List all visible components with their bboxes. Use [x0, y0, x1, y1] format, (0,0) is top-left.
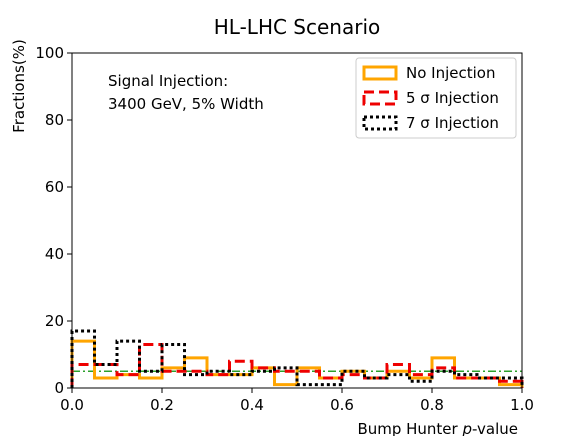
x-tick-label: 0.8: [420, 396, 444, 414]
series-step-3: [70, 329, 524, 388]
series-step-2: [70, 342, 524, 388]
chart-title: HL-LHC Scenario: [214, 15, 381, 39]
annotation-line-2: 3400 GeV, 5% Width: [108, 95, 264, 113]
y-tick-label: 20: [45, 312, 64, 330]
x-tick-label: 0.6: [330, 396, 354, 414]
series-step-1: [70, 339, 524, 388]
x-tick-label: 0.2: [150, 396, 174, 414]
x-axis-label: Bump Hunter p-value: [357, 420, 518, 436]
y-tick-label: 80: [45, 111, 64, 129]
y-tick-label: 60: [45, 178, 64, 196]
legend-label: 7 σ Injection: [406, 114, 499, 132]
legend-swatch: [362, 65, 398, 81]
x-axis-label-suffix: -value: [472, 420, 518, 436]
legend-swatch: [362, 90, 398, 106]
y-axis-label: Fractions(%): [10, 39, 28, 133]
x-tick-label: 0.4: [240, 396, 264, 414]
y-tick-label: 100: [35, 44, 64, 62]
legend: No Injection 5 σ Injection 7 σ Injection: [355, 57, 517, 139]
legend-label: 5 σ Injection: [406, 89, 499, 107]
legend-label: No Injection: [406, 64, 495, 82]
legend-swatch: [362, 115, 398, 131]
x-tick-label: 1.0: [510, 396, 534, 414]
y-tick-label: 0: [54, 379, 64, 397]
plot-frame: [71, 52, 523, 389]
x-tick-label: 0.0: [60, 396, 84, 414]
x-axis-label-italic: p: [461, 420, 472, 436]
annotation-line-1: Signal Injection:: [108, 72, 228, 90]
y-tick-label: 40: [45, 245, 64, 263]
x-axis-label-prefix: Bump Hunter: [357, 420, 462, 436]
